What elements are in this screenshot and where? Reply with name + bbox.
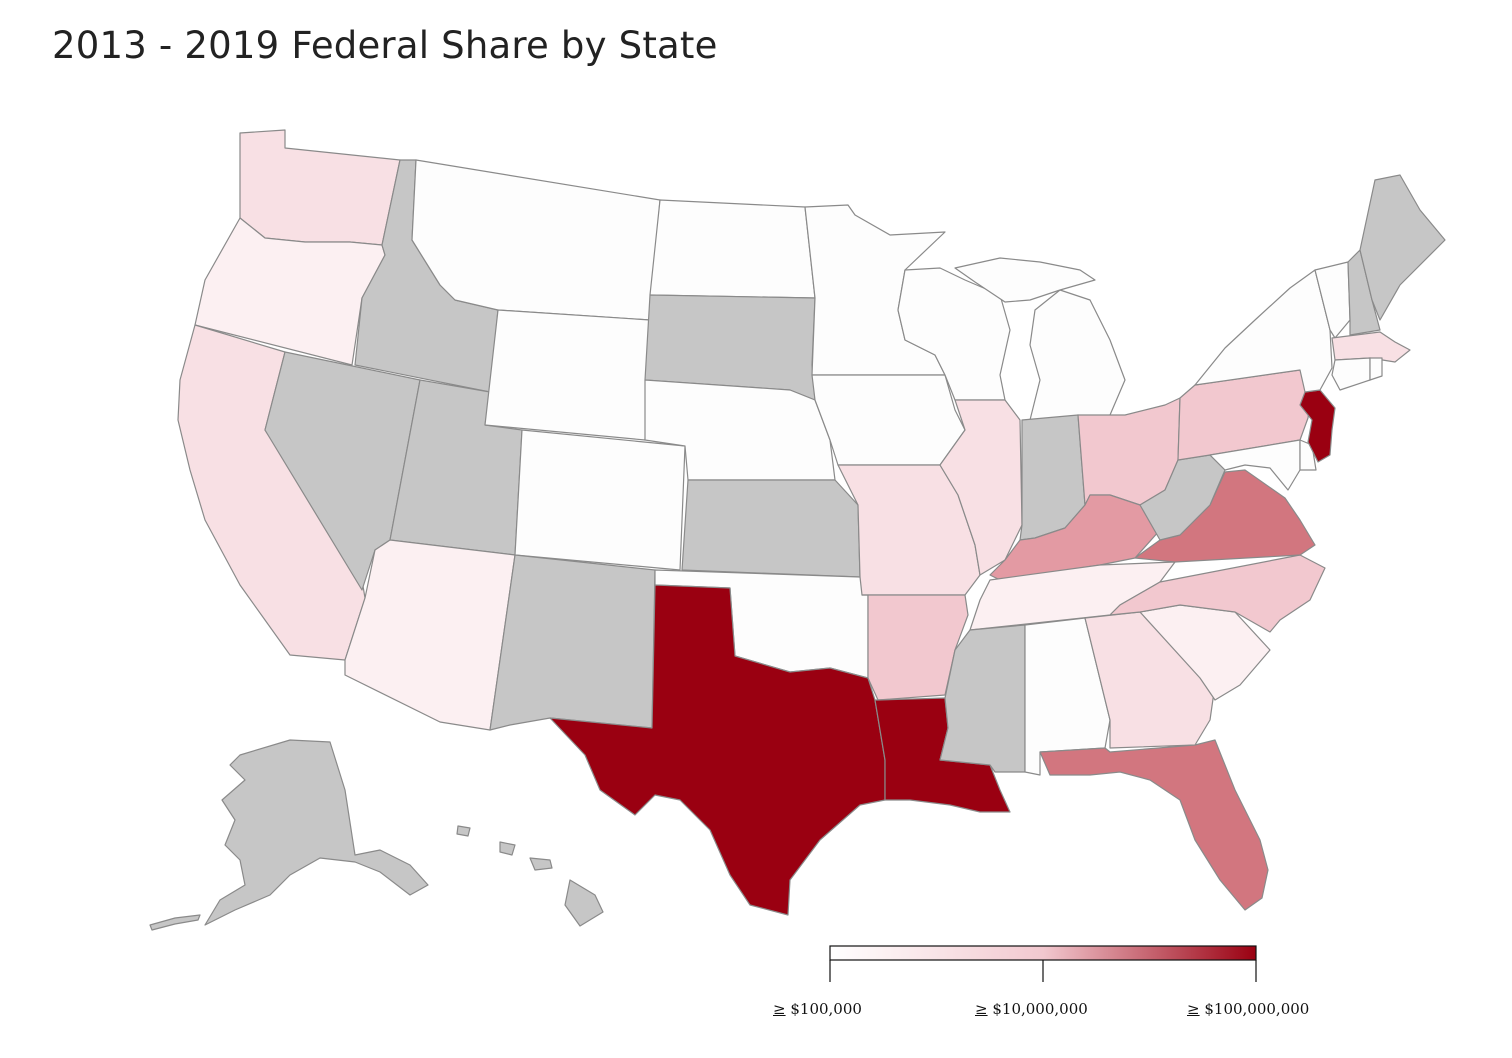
state-michigan[interactable] bbox=[1029, 289, 1126, 421]
state-illinois[interactable] bbox=[939, 399, 1023, 576]
state-hawaii-oahu[interactable] bbox=[499, 841, 516, 856]
state-maine[interactable] bbox=[1359, 174, 1446, 321]
state-kansas[interactable] bbox=[681, 479, 861, 578]
state-vermont[interactable] bbox=[1314, 261, 1351, 339]
state-iowa[interactable] bbox=[811, 374, 966, 466]
state-arkansas[interactable] bbox=[861, 594, 969, 701]
legend-label-mid: ≥ $10,000,000 bbox=[975, 1000, 1088, 1018]
state-new-mexico[interactable] bbox=[489, 554, 656, 731]
state-wyoming[interactable] bbox=[484, 309, 651, 441]
state-michigan-up[interactable] bbox=[954, 257, 1096, 303]
state-texas[interactable] bbox=[549, 584, 886, 916]
state-arizona[interactable] bbox=[344, 539, 516, 731]
legend-label-high: ≥ $100,000,000 bbox=[1187, 1000, 1310, 1018]
legend-label-low: ≥ $100,000 bbox=[773, 1000, 862, 1018]
state-alaska-islands[interactable] bbox=[149, 914, 201, 931]
state-hawaii-maui[interactable] bbox=[529, 857, 553, 871]
state-new-york[interactable] bbox=[1194, 269, 1333, 393]
state-washington[interactable] bbox=[239, 129, 401, 246]
map-title: 2013 - 2019 Federal Share by State bbox=[52, 24, 718, 67]
state-hawaii-big[interactable] bbox=[564, 879, 604, 927]
state-kentucky[interactable] bbox=[989, 494, 1161, 581]
legend bbox=[829, 945, 1257, 982]
state-connecticut[interactable] bbox=[1331, 357, 1371, 391]
state-colorado[interactable] bbox=[514, 429, 686, 571]
state-florida[interactable] bbox=[1039, 739, 1269, 911]
state-north-carolina[interactable] bbox=[1109, 554, 1326, 633]
legend-gradient-bar bbox=[829, 945, 1257, 961]
state-rhode-island[interactable] bbox=[1369, 357, 1383, 381]
state-new-jersey[interactable] bbox=[1299, 389, 1336, 463]
state-hawaii-kauai[interactable] bbox=[456, 825, 471, 837]
state-north-dakota[interactable] bbox=[649, 199, 816, 299]
state-alaska[interactable] bbox=[204, 739, 429, 926]
